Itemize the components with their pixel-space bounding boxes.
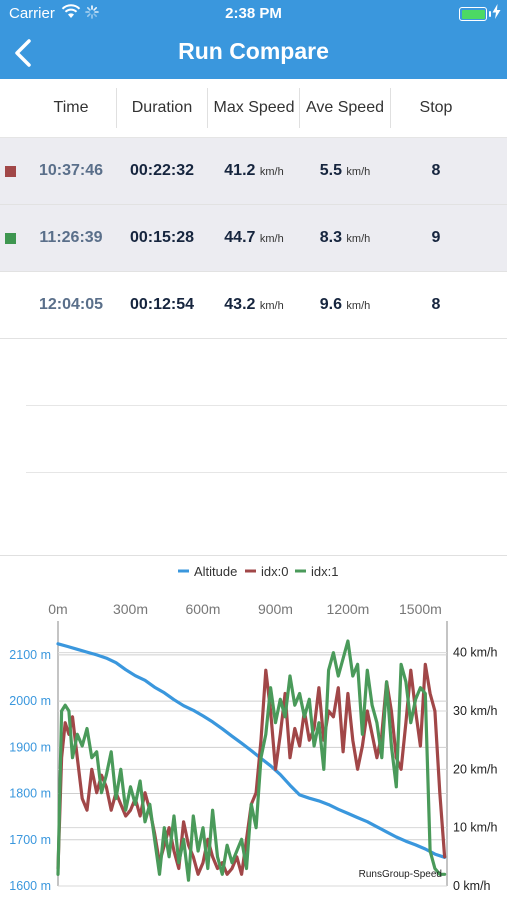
- column-header-max-speed: Max Speed: [213, 99, 295, 116]
- max-speed-value: 44.7: [224, 229, 256, 246]
- activity-spinner-icon: [85, 5, 99, 23]
- column-header-ave-speed: Ave Speed: [306, 99, 384, 116]
- run-stop-count: 8: [431, 162, 441, 179]
- y-right-tick-label: 20 km/h: [453, 762, 498, 776]
- column-divider: [299, 88, 300, 128]
- table-separator: [26, 405, 507, 406]
- max-speed-value: 43.2: [224, 296, 256, 313]
- column-divider: [390, 88, 391, 128]
- run-duration: 00:15:28: [129, 229, 195, 246]
- x-tick-label: 900m: [258, 601, 293, 617]
- y-left-tick-label: 1600 m: [9, 879, 51, 893]
- wifi-icon: [61, 4, 81, 24]
- y-left-tick-label: 1800 m: [9, 787, 51, 801]
- charging-bolt-icon: [492, 4, 501, 23]
- y-left-tick-label: 1900 m: [9, 740, 51, 754]
- carrier-label: Carrier: [9, 5, 55, 22]
- speed-unit: km/h: [346, 233, 371, 245]
- legend-label: idx:0: [261, 564, 288, 579]
- run-duration: 00:22:32: [129, 162, 195, 179]
- column-divider: [116, 88, 117, 128]
- column-header-time: Time: [53, 99, 89, 116]
- x-tick-label: 1500m: [399, 601, 442, 617]
- run-time: 12:04:05: [38, 296, 104, 313]
- run-max-speed: 44.7 km/h: [208, 205, 300, 271]
- series-line-altitude: [56, 642, 447, 859]
- status-time: 2:38 PM: [225, 5, 282, 22]
- y-left-tick-label: 2100 m: [9, 648, 51, 662]
- speed-unit: km/h: [259, 300, 284, 312]
- ave-speed-value: 5.5: [319, 162, 342, 179]
- run-stop-count: 9: [431, 229, 441, 246]
- run-max-speed: 43.2 km/h: [208, 272, 300, 338]
- table-header: Time Duration Max Speed Ave Speed Stop: [0, 79, 507, 138]
- ave-speed-value: 8.3: [319, 229, 342, 246]
- run-ave-speed: 5.5 km/h: [300, 138, 390, 204]
- run-stop-count: 8: [431, 296, 441, 313]
- speed-unit: km/h: [346, 166, 371, 178]
- y-left-tick-label: 1700 m: [9, 833, 51, 847]
- x-tick-label: 0m: [48, 601, 67, 617]
- column-divider: [207, 88, 208, 128]
- x-tick-label: 600m: [185, 601, 220, 617]
- battery-icon: [459, 7, 491, 21]
- chevron-left-icon: [15, 39, 31, 67]
- speed-unit: km/h: [259, 166, 284, 178]
- series-marker-red: [5, 166, 16, 177]
- legend-label: idx:1: [311, 564, 338, 579]
- run-max-speed: 41.2 km/h: [208, 138, 300, 204]
- chart-caption: RunsGroup-Speed: [359, 869, 442, 880]
- speed-altitude-chart: 2100 m 2000 m 1900 m 1800 m 1700 m 1600 m 40 k…: [0, 555, 507, 901]
- series-line-idx-1: [56, 639, 447, 882]
- y-right-tick-label: 0 km/h: [453, 879, 491, 893]
- column-header-duration: Duration: [131, 99, 193, 116]
- legend-label: Altitude: [194, 564, 237, 579]
- page-title: Run Compare: [178, 38, 329, 64]
- run-row[interactable]: 10:37:46 00:22:32 41.2 km/h 5.5 km/h 8: [0, 138, 507, 205]
- series-marker-green: [5, 233, 16, 244]
- y-right-tick-label: 40 km/h: [453, 646, 498, 660]
- chart-svg: 2100 m 2000 m 1900 m 1800 m 1700 m 1600 m 40 k…: [9, 564, 498, 893]
- ave-speed-value: 9.6: [319, 296, 342, 313]
- y-right-tick-label: 30 km/h: [453, 704, 498, 718]
- column-header-stop: Stop: [419, 99, 453, 116]
- run-time: 11:26:39: [39, 229, 103, 246]
- max-speed-value: 41.2: [224, 162, 256, 179]
- speed-unit: km/h: [346, 300, 371, 312]
- navigation-bar: Carrier 2:38 PM: [0, 0, 507, 79]
- status-bar: Carrier 2:38 PM: [0, 0, 507, 28]
- y-left-tick-label: 2000 m: [9, 694, 51, 708]
- run-ave-speed: 9.6 km/h: [300, 272, 390, 338]
- run-duration: 00:12:54: [129, 296, 195, 313]
- run-row[interactable]: 11:26:39 00:15:28 44.7 km/h 8.3 km/h 9: [0, 205, 507, 272]
- speed-unit: km/h: [259, 233, 284, 245]
- x-tick-label: 1200m: [327, 601, 370, 617]
- table-separator: [26, 472, 507, 473]
- run-row[interactable]: 12:04:05 00:12:54 43.2 km/h 9.6 km/h 8: [0, 272, 507, 339]
- x-tick-label: 300m: [113, 601, 148, 617]
- run-ave-speed: 8.3 km/h: [300, 205, 390, 271]
- back-button[interactable]: [12, 38, 40, 68]
- run-time: 10:37:46: [38, 162, 104, 179]
- y-right-tick-label: 10 km/h: [453, 821, 498, 835]
